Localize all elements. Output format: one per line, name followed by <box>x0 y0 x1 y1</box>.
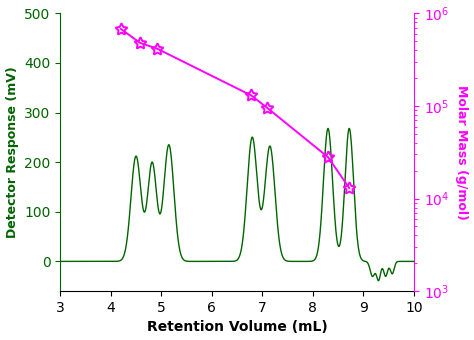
X-axis label: Retention Volume (mL): Retention Volume (mL) <box>146 320 328 335</box>
Y-axis label: Detector Response (mV): Detector Response (mV) <box>6 66 18 238</box>
Y-axis label: Molar Mass (g/mol): Molar Mass (g/mol) <box>456 85 468 220</box>
